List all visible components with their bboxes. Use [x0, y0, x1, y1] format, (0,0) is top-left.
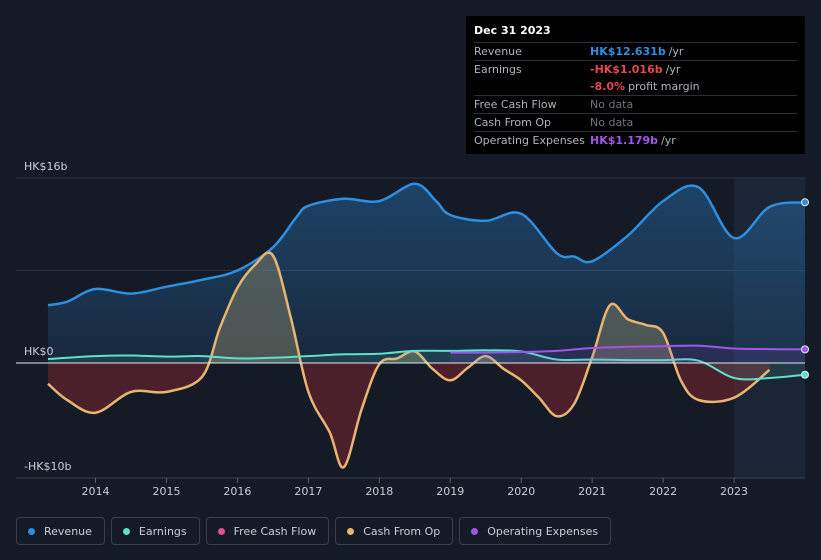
tooltip-label: Revenue	[474, 45, 522, 58]
earnings-end-marker	[801, 370, 809, 379]
tooltip-label: Cash From Op	[474, 116, 552, 129]
y-label-top: HK$16b	[24, 160, 67, 173]
x-tick-label: 2017	[294, 485, 322, 498]
x-tick-label: 2016	[223, 485, 251, 498]
legend-label: Operating Expenses	[487, 524, 599, 538]
tooltip-unit: /yr	[661, 134, 676, 147]
revenue-area	[48, 183, 805, 363]
tooltip-value: -8.0%	[590, 80, 626, 93]
tooltip-row-revenue: Revenue HK$12.631b /yr	[474, 42, 797, 60]
end-markers	[801, 198, 809, 379]
tooltip-value: No data	[590, 116, 634, 129]
legend-item-earnings[interactable]: Earnings	[110, 517, 200, 545]
cash-from-op-dot-icon	[347, 527, 355, 535]
earnings-dot-icon	[122, 527, 130, 535]
tooltip-row-margin: -8.0% profit margin	[474, 78, 797, 95]
tooltip-date: Dec 31 2023	[474, 24, 551, 37]
cfo-positive-area	[48, 252, 770, 363]
operating-expenses-dot-icon	[471, 527, 479, 535]
tooltip-unit: /yr	[665, 63, 681, 76]
revenue-line	[47, 182, 806, 307]
series-layer	[47, 182, 806, 469]
tooltip-panel: Dec 31 2023 Revenue HK$12.631b /yr Earni…	[466, 16, 805, 154]
tooltip-label	[474, 78, 590, 95]
tooltip-label: Operating Expenses	[474, 134, 585, 147]
tooltip-value: No data	[590, 98, 634, 111]
cfo-negative-area	[48, 363, 770, 468]
x-tick-label: 2018	[365, 485, 393, 498]
x-axis: 2014 2015 2016 2017 2018 2019 2020 2021 2022 2023	[82, 478, 748, 498]
earnings-area	[48, 350, 805, 380]
legend-label: Cash From Op	[363, 524, 441, 538]
opex-line	[450, 344, 806, 354]
opex-end-marker	[801, 345, 809, 354]
chart-area: 2014 2015 2016 2017 2018 2019 2020 2021 2022 2023…	[16, 160, 809, 498]
legend: Revenue Earnings Free Cash Flow Cash Fro…	[16, 517, 612, 545]
x-tick-label: 2020	[507, 485, 535, 498]
tooltip-row-cfo: Cash From Op No data	[474, 113, 797, 131]
y-label-zero: HK$0	[24, 345, 53, 358]
tooltip-row-fcf: Free Cash Flow No data	[474, 95, 797, 113]
y-label-bottom: -HK$10b	[24, 460, 71, 473]
x-tick-label: 2021	[578, 485, 606, 498]
x-tick-label: 2023	[720, 485, 748, 498]
revenue-end-marker	[801, 198, 809, 207]
legend-item-operating-expenses[interactable]: Operating Expenses	[459, 517, 612, 545]
tooltip-unit: /yr	[668, 45, 684, 58]
x-tick-label: 2019	[436, 485, 464, 498]
opex-area	[450, 345, 805, 363]
tooltip-value: -HK$1.016b	[590, 63, 663, 76]
x-tick-label: 2022	[649, 485, 677, 498]
tooltip-label: Free Cash Flow	[474, 98, 557, 111]
x-tick-label: 2014	[82, 485, 110, 498]
cfo-line	[47, 251, 771, 469]
legend-item-cash-from-op[interactable]: Cash From Op	[335, 517, 454, 545]
tooltip-unit: profit margin	[628, 80, 700, 93]
revenue-dot-icon	[28, 527, 35, 535]
legend-label: Revenue	[44, 524, 92, 538]
tooltip-label: Earnings	[474, 63, 522, 76]
legend-label: Free Cash Flow	[233, 524, 317, 538]
tooltip-value: HK$1.179b	[590, 134, 659, 147]
legend-item-free-cash-flow[interactable]: Free Cash Flow	[205, 517, 330, 545]
earnings-line	[47, 349, 806, 381]
tooltip-value: HK$12.631b	[590, 45, 666, 58]
legend-item-revenue[interactable]: Revenue	[16, 517, 105, 545]
free-cash-flow-dot-icon	[217, 527, 225, 535]
legend-label: Earnings	[138, 524, 187, 538]
tooltip-row-earnings: Earnings -HK$1.016b /yr	[474, 60, 797, 78]
tooltip-row-opex: Operating Expenses HK$1.179b /yr	[474, 131, 797, 149]
x-tick-label: 2015	[152, 485, 180, 498]
